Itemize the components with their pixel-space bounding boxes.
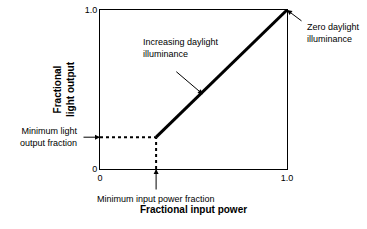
svg-text:Minimum lightoutput fraction: Minimum lightoutput fraction [20,126,78,148]
svg-text:0: 0 [97,173,102,183]
svg-text:Fractional input power: Fractional input power [140,204,247,215]
svg-text:0: 0 [92,164,97,174]
svg-text:Minimum input power fraction: Minimum input power fraction [97,194,215,204]
svg-text:1.0: 1.0 [85,5,98,15]
svg-text:Zero daylightilluminance: Zero daylightilluminance [307,22,360,44]
svg-text:Fractionallight output: Fractionallight output [52,61,76,117]
svg-text:Increasing daylightilluminance: Increasing daylightilluminance [143,37,219,59]
svg-text:1.0: 1.0 [281,173,294,183]
